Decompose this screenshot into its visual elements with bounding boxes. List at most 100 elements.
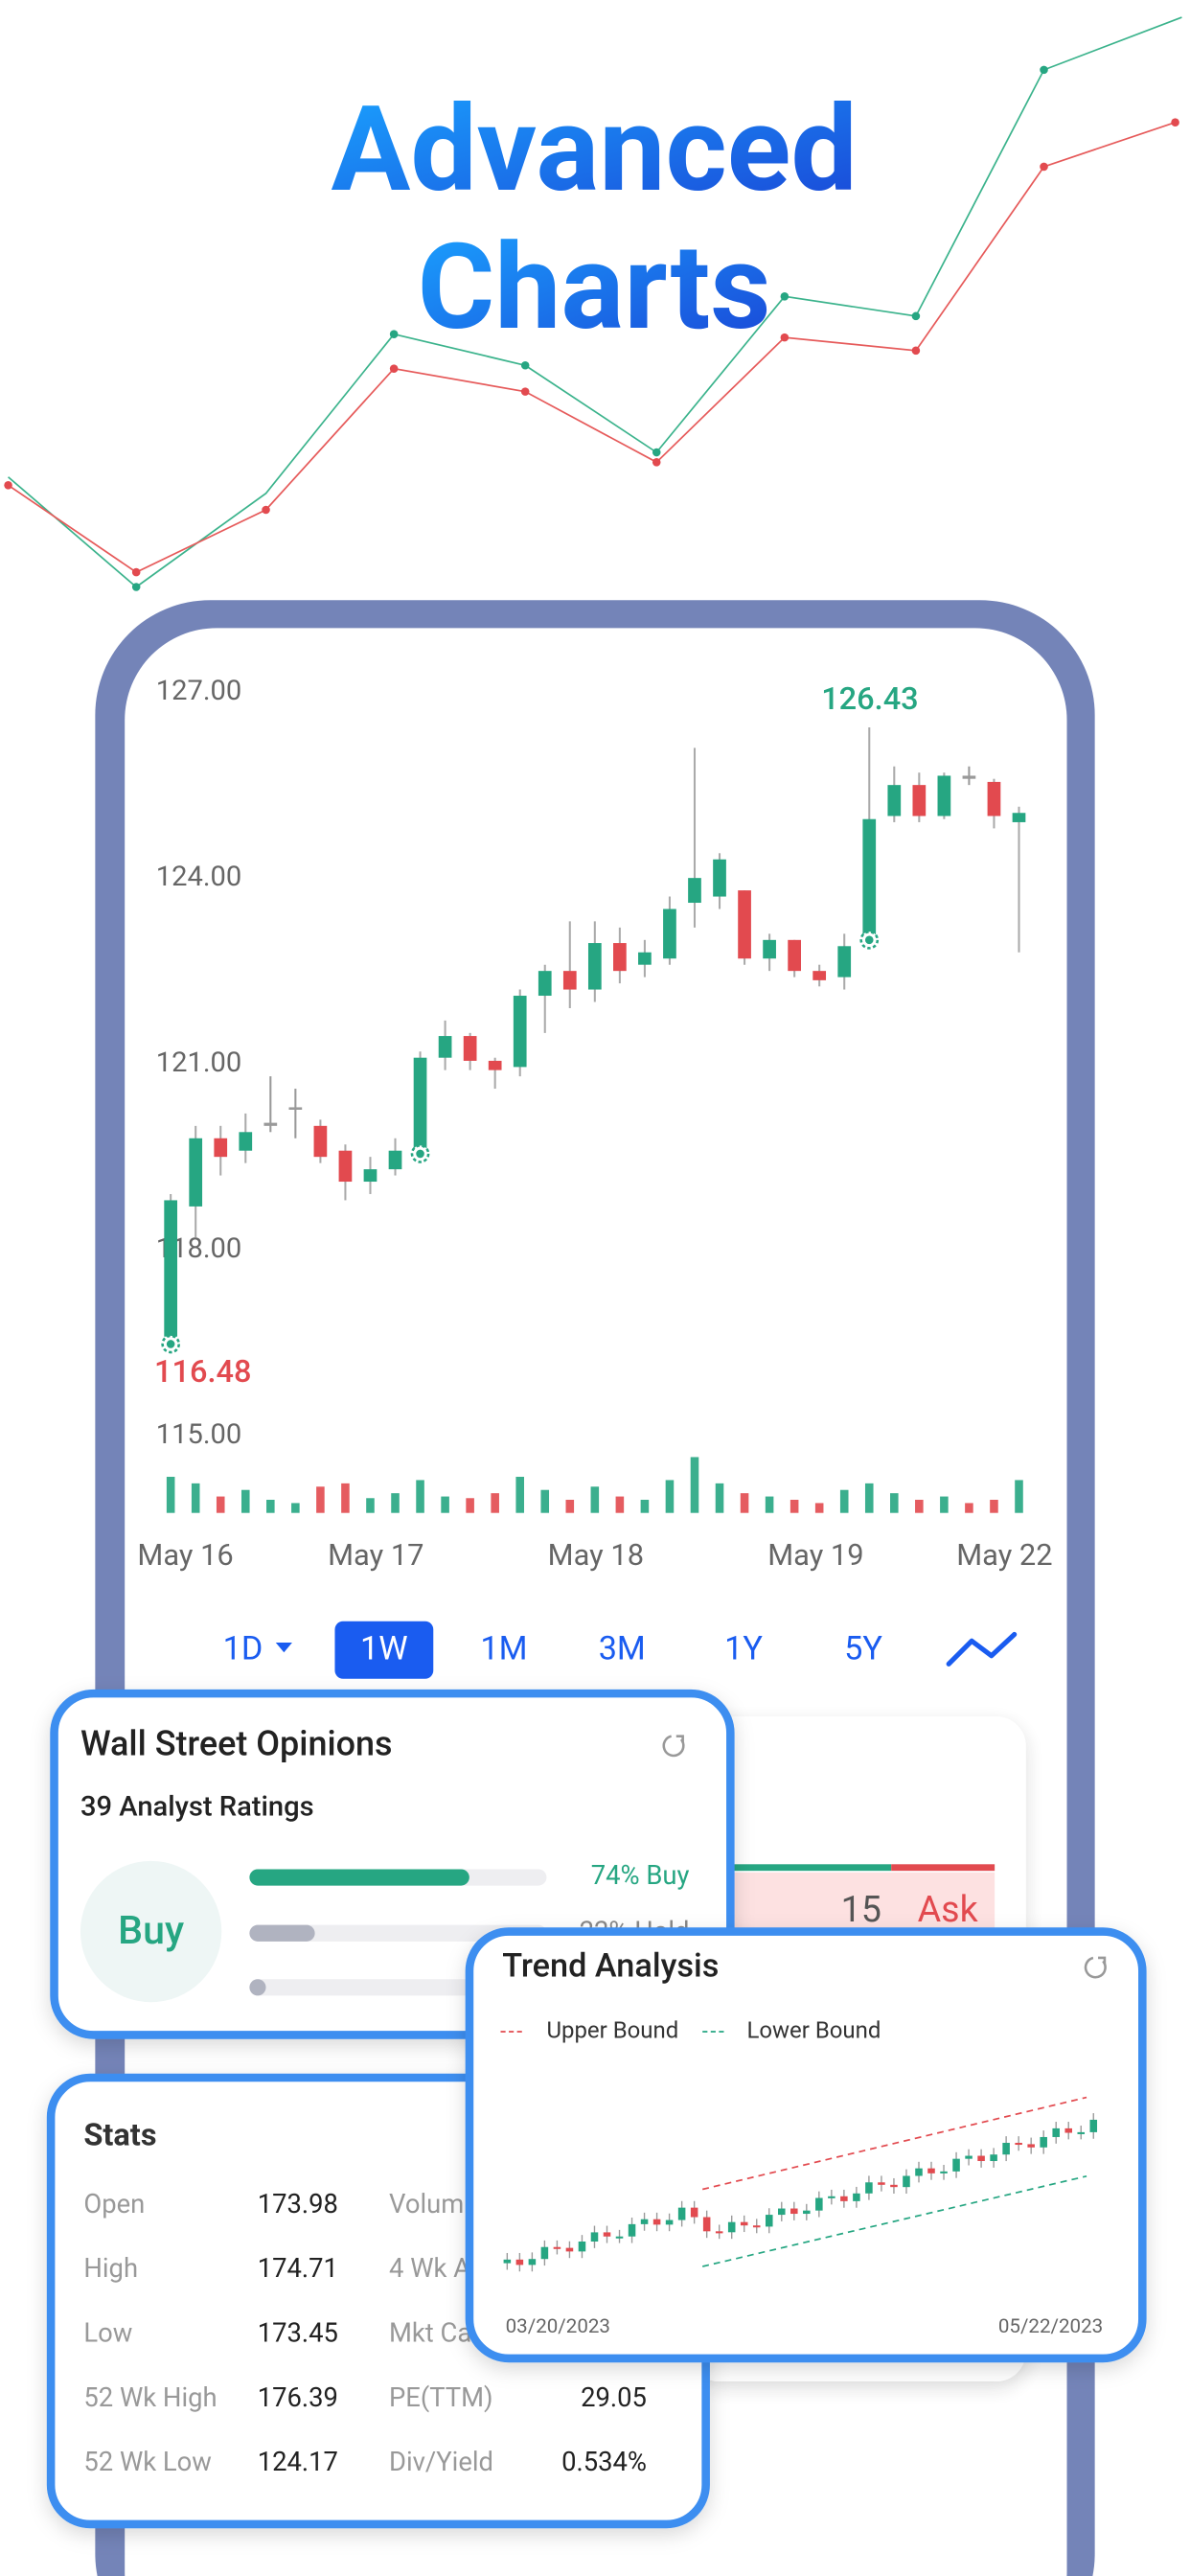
volume-bar [915, 1499, 924, 1513]
stat-value: 29.05 [581, 2382, 647, 2413]
rating-bar [249, 1869, 469, 1886]
stat-label: Div/Yield [389, 2447, 493, 2477]
stat-value: 176.39 [258, 2382, 338, 2413]
volume-bar [940, 1496, 949, 1513]
candle-body [413, 1057, 427, 1154]
volume-bar [391, 1493, 400, 1513]
candle-body [239, 1132, 253, 1151]
period-button[interactable]: 1W [360, 1630, 408, 1668]
title-line: Charts [418, 219, 771, 357]
title-line: Advanced [332, 81, 858, 219]
decor-dot [389, 330, 399, 338]
x-tick-label: May 16 [137, 1537, 233, 1573]
share-icon[interactable] [662, 1735, 685, 1758]
mini-body [578, 2241, 586, 2252]
volume-bar [864, 1483, 874, 1513]
volume-bar [316, 1486, 325, 1513]
bid-bar [721, 1864, 892, 1872]
mini-body [640, 2219, 649, 2224]
rating-label: 74% Buy [591, 1860, 690, 1891]
stat-label: 52 Wk High [83, 2382, 217, 2413]
stat-label: 52 Wk Low [83, 2447, 212, 2477]
mini-body [565, 2247, 574, 2252]
volume-bar [839, 1489, 849, 1513]
mini-body [590, 2232, 599, 2242]
opinions-title: Wall Street Opinions [80, 1723, 393, 1763]
candle-body [338, 1150, 353, 1183]
volume-bar [366, 1498, 375, 1513]
volume-bar [640, 1499, 650, 1513]
share-icon-arc [662, 1735, 685, 1758]
stat-label: PE(TTM) [389, 2382, 493, 2413]
period-button[interactable]: 5Y [844, 1630, 882, 1668]
candle-body [837, 946, 852, 978]
mini-body [690, 2207, 698, 2218]
mini-body [915, 2168, 923, 2176]
candle-body [438, 1036, 452, 1058]
stats-title: Stats [83, 2116, 156, 2152]
ask-label: Ask [918, 1889, 979, 1931]
volume-bar [540, 1489, 550, 1513]
decor-dots [4, 65, 1179, 591]
mini-body [553, 2246, 561, 2249]
trend-card-bg [465, 1927, 1147, 2363]
share-icon[interactable] [1084, 1956, 1107, 1979]
volume-bar [166, 1477, 175, 1513]
decor-dot [4, 481, 12, 490]
stat-value: 124.17 [258, 2447, 338, 2477]
rating-label: Buy [118, 1908, 184, 1954]
ask-bar [891, 1864, 995, 1872]
period-button[interactable]: 3M [599, 1630, 646, 1668]
candle-body [488, 1060, 502, 1070]
decor-dot [1040, 65, 1048, 75]
stat-label: Open [83, 2189, 145, 2220]
decor-dot [389, 364, 399, 373]
low-annotation: 116.48 [154, 1353, 252, 1390]
mini-body [503, 2259, 512, 2264]
mini-body [840, 2196, 848, 2201]
decor-dot [520, 387, 530, 396]
mini-body [752, 2225, 761, 2228]
trend-card: Trend Analysis Upper Bound Lower Bound 0… [465, 1927, 1147, 2363]
stat-value: 174.71 [258, 2253, 338, 2284]
candle-body [862, 818, 877, 940]
stat-value: 173.45 [258, 2318, 338, 2349]
candle-body [587, 943, 602, 990]
mini-body [1002, 2142, 1010, 2155]
mini-body [803, 2210, 811, 2215]
candle-body [638, 952, 652, 965]
volume-bar [890, 1493, 899, 1513]
upper-bound-line [702, 2096, 1087, 2191]
ask-size: 15 [841, 1889, 881, 1931]
candle-body [887, 785, 902, 816]
ask-band [721, 1872, 995, 1932]
chart-type-icon[interactable] [946, 1631, 1018, 1667]
start-date: 03/20/2023 [506, 2315, 610, 2338]
lower-bound-line [702, 2174, 1087, 2267]
decor-dot [911, 311, 921, 321]
stat-label: Mkt Ca [389, 2318, 471, 2349]
volume-bar [466, 1498, 474, 1513]
high-annotation: 126.43 [821, 680, 919, 717]
period-button[interactable]: 1M [480, 1630, 527, 1668]
volume-bar [990, 1499, 998, 1513]
period-selector: 1D 1W 1M 3M 1Y 5Y [223, 1621, 882, 1679]
x-tick-label: May 22 [956, 1537, 1052, 1573]
mini-body [540, 2246, 549, 2260]
mini-body [815, 2197, 823, 2211]
volume-bar [291, 1503, 300, 1513]
mini-body [702, 2217, 711, 2232]
mini-body [665, 2220, 674, 2225]
opinions-subtitle: 39 Analyst Ratings [80, 1791, 314, 1824]
period-button[interactable]: 1D [223, 1630, 263, 1668]
decor-dot [780, 292, 790, 301]
mini-body [715, 2231, 723, 2234]
period-button[interactable]: 1Y [724, 1630, 763, 1668]
mini-body [828, 2196, 835, 2198]
candle-body [738, 890, 751, 959]
mini-body [977, 2155, 985, 2162]
rating-bar [249, 1979, 266, 1996]
point-marker-dot [416, 1149, 424, 1159]
mini-body [878, 2182, 885, 2185]
